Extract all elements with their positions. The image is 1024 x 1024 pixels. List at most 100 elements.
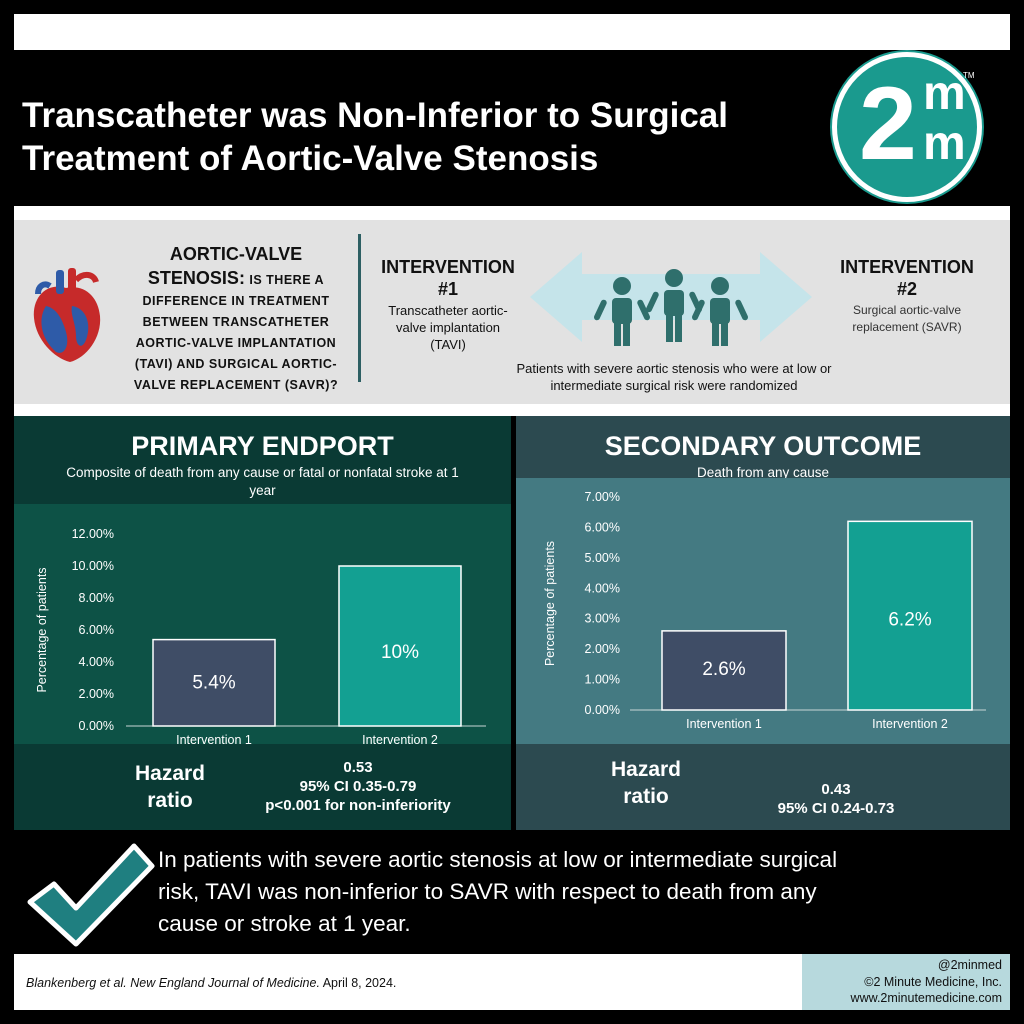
y-tick-label: 2.00% <box>585 642 620 656</box>
conclusion-line-2: risk, TAVI was non-inferior to SAVR with… <box>158 879 817 904</box>
bar-2 <box>847 520 973 711</box>
primary-hr-ci: 95% CI 0.35-0.79 <box>299 778 417 795</box>
question-band: AORTIC-VALVE STENOSIS: IS THERE A DIFFER… <box>14 206 1010 416</box>
primary-hr-label-2: ratio <box>147 789 193 812</box>
patients-icon <box>593 269 749 346</box>
y-tick-label: 1.00% <box>585 673 620 687</box>
footer: Blankenberg et al. New England Journal o… <box>14 954 1010 1010</box>
secondary-title: SECONDARY OUTCOME <box>604 431 922 461</box>
logo-digit: 2 <box>859 66 917 182</box>
y-tick-label: 5.00% <box>585 551 620 565</box>
logo-m-bottom: m <box>923 117 966 170</box>
y-tick-label: 4.00% <box>79 655 114 669</box>
x-tick-label: Intervention 2 <box>872 717 948 731</box>
intervention-2-number: #2 <box>896 279 918 299</box>
title-line-2: Treatment of Aortic-Valve Stenosis <box>22 139 599 178</box>
twitter-handle: @2minmed <box>937 958 1002 972</box>
bar-data-label: 10% <box>381 642 419 663</box>
credit-box: @2minmed ©2 Minute Medicine, Inc. www.2m… <box>802 954 1010 1010</box>
primary-hr-value: 0.53 <box>343 759 373 776</box>
checkmark-icon <box>27 843 155 947</box>
intervention-1-label: INTERVENTION <box>381 257 515 277</box>
secondary-outcome-panel: SECONDARY OUTCOME Death from any cause P… <box>516 416 1010 830</box>
primary-subtitle: Composite of death from any cause or fat… <box>24 464 501 500</box>
y-tick-label: 10.00% <box>72 559 114 573</box>
bar-1 <box>661 630 787 711</box>
randomization-line-2: intermediate surgical risk were randomiz… <box>550 378 798 393</box>
infographic: Transcatheter was Non-Inferior to Surgic… <box>14 14 1010 1010</box>
question-body-3: DIFFERENCE IN TREATMENT <box>142 294 330 308</box>
y-tick-label: 6.00% <box>585 520 620 534</box>
citation: Blankenberg et al. New England Journal o… <box>26 976 396 990</box>
intervention-2-desc-1: Surgical aortic-valve <box>852 303 962 317</box>
primary-endpoint-panel: PRIMARY ENDPORT Composite of death from … <box>14 416 511 830</box>
y-axis-label: Percentage of patients <box>543 541 557 666</box>
heart-icon <box>33 268 101 362</box>
page-title: Transcatheter was Non-Inferior to Surgic… <box>22 94 812 180</box>
primary-bar-chart: Percentage of patients 0.00% 2.00% 4.00% 6.0… <box>35 527 486 747</box>
secondary-hr-ci: 95% CI 0.24-0.73 <box>777 800 895 817</box>
y-tick-label: 7.00% <box>585 490 620 504</box>
intervention-2-label: INTERVENTION <box>840 257 974 277</box>
primary-hr-label: Hazard ratio <box>110 760 230 814</box>
bar-2 <box>338 565 462 727</box>
secondary-subtitle: Death from any cause <box>696 465 830 480</box>
question-heading-2: STENOSIS: <box>147 268 245 288</box>
primary-hr-p: p<0.001 for non-inferiority <box>265 797 451 814</box>
conclusion-line-3: cause or stroke at 1 year. <box>158 911 411 936</box>
intervention-1-desc-1: Transcatheter aortic- <box>388 303 508 318</box>
bar-data-label: 6.2% <box>888 609 931 630</box>
title-line-1: Transcatheter was Non-Inferior to Surgic… <box>22 96 728 135</box>
secondary-hr-label-1: Hazard <box>610 758 682 781</box>
question-panel: AORTIC-VALVE STENOSIS: IS THERE A DIFFER… <box>14 220 1010 404</box>
y-tick-label: 0.00% <box>79 719 114 733</box>
divider <box>358 234 361 382</box>
y-tick-label: 8.00% <box>79 591 114 605</box>
y-tick-label: 0.00% <box>585 703 620 717</box>
x-tick-label: Intervention 1 <box>176 733 252 744</box>
intervention-1-number: #1 <box>437 279 459 299</box>
primary-hr-label-1: Hazard <box>134 762 206 785</box>
y-axis-label: Percentage of patients <box>35 567 49 692</box>
primary-subtitle-1: Composite of death from any cause or fat… <box>66 465 459 480</box>
bar-1 <box>152 638 276 727</box>
website-link[interactable]: www.2minutemedicine.com <box>850 991 1002 1005</box>
header: Transcatheter was Non-Inferior to Surgic… <box>14 50 1010 206</box>
secondary-hr-label: Hazard ratio <box>586 756 706 810</box>
randomization-arrow-icon <box>530 252 812 346</box>
research-question: AORTIC-VALVE STENOSIS: IS THERE A DIFFER… <box>112 242 360 396</box>
randomization-note: Patients with severe aortic stenosis who… <box>494 360 854 394</box>
randomization-line-1: Patients with severe aortic stenosis who… <box>516 361 832 376</box>
bar-data-label: 2.6% <box>702 659 745 680</box>
logo-m-top: m <box>923 67 966 120</box>
secondary-hr-value: 0.43 <box>821 781 851 798</box>
y-tick-label: 4.00% <box>585 581 620 595</box>
citation-date: April 8, 2024. <box>319 976 397 990</box>
intervention-1-desc-3: (TAVI) <box>430 337 466 352</box>
primary-hr-values: 0.53 95% CI 0.35-0.79 p<0.001 for non-in… <box>238 758 478 815</box>
intervention-2: INTERVENTION #2 Surgical aortic-valve re… <box>822 256 992 336</box>
question-body-4: BETWEEN TRANSCATHETER <box>142 315 330 329</box>
bar-data-label: 5.4% <box>192 673 235 694</box>
intervention-2-desc-2: replacement (SAVR) <box>852 320 962 334</box>
2mm-logo: 2 m m TM <box>832 52 982 202</box>
primary-chart-area: Percentage of patients 0.00% 2.00% 4.00% 6.0… <box>14 504 511 747</box>
intervention-1: INTERVENTION #1 Transcatheter aortic- va… <box>370 256 526 353</box>
primary-subtitle-2: year <box>249 483 276 498</box>
y-tick-label: 6.00% <box>79 623 114 637</box>
logo-trademark: TM <box>963 71 975 80</box>
conclusion-line-1: In patients with severe aortic stenosis … <box>158 847 838 872</box>
question-body-2: IS THERE A <box>249 273 325 287</box>
conclusion: In patients with severe aortic stenosis … <box>14 830 1010 954</box>
y-tick-label: 2.00% <box>79 687 114 701</box>
intervention-1-desc-2: valve implantation <box>395 320 501 335</box>
top-strip <box>14 14 1010 50</box>
y-tick-label: 12.00% <box>72 527 114 541</box>
primary-title: PRIMARY ENDPORT <box>131 431 394 461</box>
secondary-chart-area: Percentage of patients 0.00% 1.00% 2.00% 3.0… <box>516 478 1010 744</box>
conclusion-text: In patients with severe aortic stenosis … <box>158 844 988 940</box>
x-tick-label: Intervention 1 <box>686 717 762 731</box>
secondary-bar-chart: Percentage of patients 0.00% 1.00% 2.00% 3.0… <box>543 490 986 731</box>
y-tick-label: 3.00% <box>585 612 620 626</box>
question-heading-1: AORTIC-VALVE <box>169 244 303 264</box>
